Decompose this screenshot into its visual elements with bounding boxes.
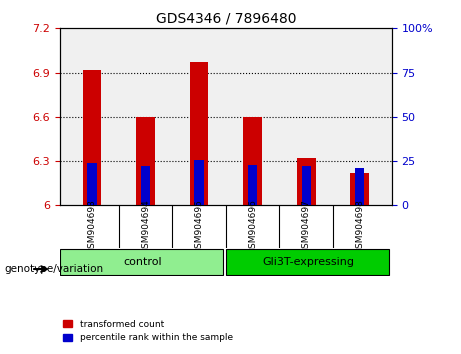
Text: Gli3T-expressing: Gli3T-expressing [263,257,355,267]
FancyBboxPatch shape [60,249,223,275]
Bar [141,166,150,205]
Text: genotype/variation: genotype/variation [5,264,104,274]
Text: control: control [124,257,162,267]
FancyBboxPatch shape [226,249,389,275]
Bar [83,70,101,205]
Bar [190,62,208,205]
Bar [301,166,311,205]
Bar [195,160,204,205]
Text: GSM904695: GSM904695 [195,199,204,254]
Text: GSM904693: GSM904693 [88,199,96,254]
Bar [248,165,257,205]
Legend: transformed count, percentile rank within the sample: transformed count, percentile rank withi… [60,316,236,346]
Bar [355,168,364,205]
Text: GSM904696: GSM904696 [248,199,257,254]
Bar [297,158,316,205]
Text: GSM904694: GSM904694 [141,199,150,254]
Title: GDS4346 / 7896480: GDS4346 / 7896480 [156,12,296,26]
Bar [136,117,155,205]
Bar [88,163,97,205]
Bar [350,173,369,205]
Bar [243,117,262,205]
Text: GSM904697: GSM904697 [301,199,311,254]
Text: GSM904698: GSM904698 [355,199,364,254]
